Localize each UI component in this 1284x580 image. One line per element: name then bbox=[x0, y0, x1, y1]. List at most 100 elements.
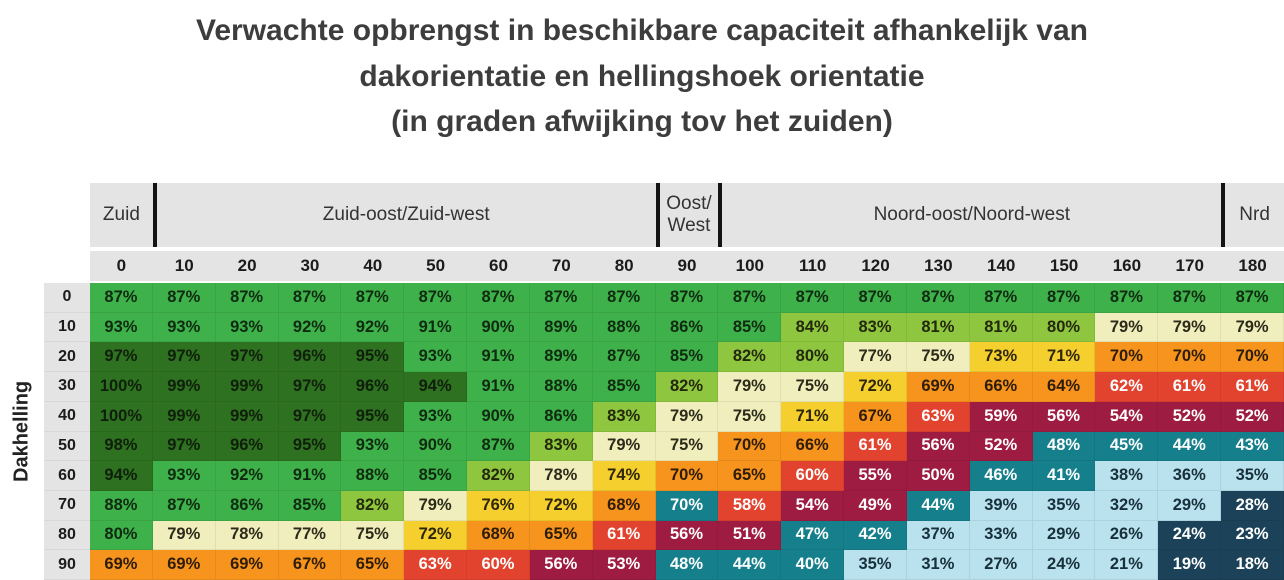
heatmap-cell: 99% bbox=[215, 401, 279, 432]
heatmap-cell: 28% bbox=[1221, 490, 1284, 521]
heatmap-cell: 85% bbox=[718, 312, 782, 343]
heatmap-cell: 80% bbox=[781, 342, 845, 373]
heatmap-cell: 70% bbox=[1095, 342, 1159, 373]
heatmap-cell: 61% bbox=[1221, 372, 1284, 402]
heatmap-cell: 95% bbox=[341, 342, 405, 373]
heatmap-cell: 68% bbox=[467, 520, 530, 551]
degree-header-cell: 90 bbox=[655, 251, 719, 281]
heatmap-cell: 41% bbox=[1032, 461, 1096, 491]
heatmap-cell: 56% bbox=[655, 520, 719, 551]
heatmap-cell: 87% bbox=[718, 283, 782, 313]
heatmap-cell: 93% bbox=[341, 431, 405, 462]
heatmap-cell: 93% bbox=[404, 342, 468, 373]
heatmap-cell: 87% bbox=[529, 283, 593, 313]
heatmap-cell: 72% bbox=[529, 490, 593, 521]
heatmap-cell: 27% bbox=[969, 550, 1033, 580]
heatmap-cell: 69% bbox=[152, 550, 216, 580]
heatmap-cell: 77% bbox=[278, 520, 342, 551]
heatmap-cell: 35% bbox=[1221, 461, 1284, 491]
heatmap-cell: 87% bbox=[278, 283, 342, 313]
tilt-row-header: 80 bbox=[44, 520, 90, 551]
orientation-group-cell: Zuid bbox=[90, 183, 153, 247]
orientation-group-cell: Noord-oost/Noord-west bbox=[718, 183, 1222, 247]
heatmap-cell: 85% bbox=[592, 372, 656, 402]
heatmap-cell: 90% bbox=[404, 431, 468, 462]
tilt-row-header: 40 bbox=[44, 401, 90, 432]
heatmap-cell: 97% bbox=[152, 342, 216, 373]
degree-header-cell: 170 bbox=[1158, 251, 1222, 281]
heatmap-grid: Dakhelling Zuid Zuid-oost/Zuid-west Oost/ … bbox=[0, 183, 1284, 580]
heatmap-cell: 86% bbox=[215, 490, 279, 521]
heatmap-cell: 75% bbox=[655, 431, 719, 462]
heatmap-cell: 79% bbox=[152, 520, 216, 551]
heatmap-cell: 83% bbox=[592, 401, 656, 432]
heatmap-cell: 18% bbox=[1221, 550, 1284, 580]
heatmap-cell: 100% bbox=[90, 401, 153, 432]
heatmap-cell: 44% bbox=[906, 490, 970, 521]
heatmap-cell: 100% bbox=[90, 372, 153, 402]
degree-header-cell: 70 bbox=[529, 251, 593, 281]
degree-header-cell: 180 bbox=[1221, 251, 1284, 281]
heatmap-cell: 67% bbox=[278, 550, 342, 580]
heatmap-cell: 87% bbox=[969, 283, 1033, 313]
heatmap-cell: 51% bbox=[718, 520, 782, 551]
heatmap-cell: 86% bbox=[655, 312, 719, 343]
heatmap-cell: 95% bbox=[278, 431, 342, 462]
heatmap-cell: 87% bbox=[655, 283, 719, 313]
heatmap-cell: 93% bbox=[152, 461, 216, 491]
heatmap-cell: 71% bbox=[781, 401, 845, 432]
heatmap-cell: 52% bbox=[1158, 401, 1222, 432]
heatmap-cell: 54% bbox=[1095, 401, 1159, 432]
heatmap-cell: 72% bbox=[844, 372, 907, 402]
heatmap-cell: 96% bbox=[341, 372, 405, 402]
heatmap-cell: 61% bbox=[592, 520, 656, 551]
heatmap-cell: 66% bbox=[969, 372, 1033, 402]
heatmap-cell: 52% bbox=[1221, 401, 1284, 432]
heatmap-cell: 81% bbox=[906, 312, 970, 343]
heatmap-cell: 79% bbox=[1221, 312, 1284, 343]
heatmap-cell: 75% bbox=[718, 401, 782, 432]
heatmap-cell: 96% bbox=[215, 431, 279, 462]
heatmap-cell: 70% bbox=[1158, 342, 1222, 373]
degree-header-cell: 150 bbox=[1032, 251, 1096, 281]
heatmap-cell: 38% bbox=[1095, 461, 1159, 491]
heatmap-cell: 26% bbox=[1095, 520, 1159, 551]
heatmap-cell: 79% bbox=[404, 490, 468, 521]
heatmap-cell: 42% bbox=[844, 520, 907, 551]
heatmap-cell: 99% bbox=[215, 372, 279, 402]
heatmap-cell: 83% bbox=[844, 312, 907, 343]
heatmap-cell: 71% bbox=[1032, 342, 1096, 373]
tilt-row-header: 90 bbox=[44, 550, 90, 580]
chart-title-line-1: Verwachte opbrengst in beschikbare capac… bbox=[195, 14, 1088, 47]
heatmap-cell: 53% bbox=[592, 550, 656, 580]
heatmap-cell: 91% bbox=[278, 461, 342, 491]
heatmap-cell: 87% bbox=[1032, 283, 1096, 313]
heatmap-cell: 87% bbox=[215, 283, 279, 313]
heatmap-cell: 92% bbox=[215, 461, 279, 491]
heatmap-cell: 87% bbox=[341, 283, 405, 313]
degree-header-cell: 60 bbox=[467, 251, 530, 281]
heatmap-cell: 56% bbox=[529, 550, 593, 580]
heatmap-cell: 75% bbox=[341, 520, 405, 551]
heatmap-cell: 78% bbox=[215, 520, 279, 551]
heatmap-cell: 58% bbox=[718, 490, 782, 521]
heatmap-cell: 81% bbox=[969, 312, 1033, 343]
heatmap-cell: 24% bbox=[1032, 550, 1096, 580]
heatmap-cell: 65% bbox=[718, 461, 782, 491]
heatmap-cell: 77% bbox=[844, 342, 907, 373]
degree-header-cell: 120 bbox=[844, 251, 907, 281]
degree-header-cell: 40 bbox=[341, 251, 405, 281]
heatmap-cell: 50% bbox=[906, 461, 970, 491]
heatmap-cell: 21% bbox=[1095, 550, 1159, 580]
heatmap-cell: 33% bbox=[969, 520, 1033, 551]
heatmap-cell: 60% bbox=[467, 550, 530, 580]
heatmap-cell: 75% bbox=[906, 342, 970, 373]
heatmap-cell: 74% bbox=[592, 461, 656, 491]
heatmap-cell: 97% bbox=[152, 431, 216, 462]
heatmap-cell: 47% bbox=[781, 520, 845, 551]
tilt-row-header: 10 bbox=[44, 312, 90, 343]
heatmap-cell: 87% bbox=[1158, 283, 1222, 313]
heatmap-cell: 61% bbox=[1158, 372, 1222, 402]
heatmap-cell: 65% bbox=[341, 550, 405, 580]
